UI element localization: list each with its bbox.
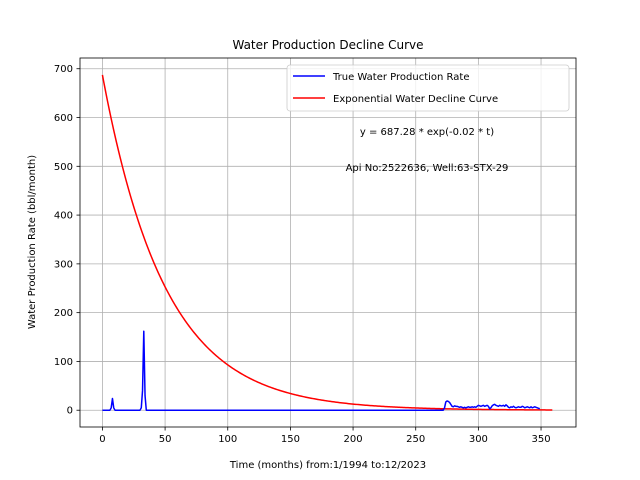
- x-tick-label: 50: [159, 434, 172, 445]
- x-tick-label: 250: [406, 434, 425, 445]
- legend-box: [286, 64, 570, 112]
- y-tick-label: 100: [54, 357, 73, 368]
- well-annotation: Api No:2522636, Well:63-STX-29: [346, 163, 509, 174]
- series-layer: [101, 74, 553, 411]
- legend: True Water Production Rate Exponential W…: [286, 64, 570, 112]
- y-tick-label: 400: [54, 211, 73, 222]
- x-axis-ticks: 0 50 100 150 200 250 300 350: [99, 427, 551, 445]
- y-tick-label: 700: [54, 64, 73, 75]
- x-tick-label: 0: [99, 434, 105, 445]
- x-axis-label: Time (months) from:1/1994 to:12/2023: [229, 460, 426, 471]
- legend-label-true-water: True Water Production Rate: [332, 72, 469, 83]
- legend-label-exponential-decline: Exponential Water Decline Curve: [333, 94, 498, 105]
- y-tick-label: 500: [54, 162, 73, 173]
- series-line-true-water: [102, 330, 541, 411]
- y-tick-label: 0: [67, 406, 73, 417]
- y-axis-label: Water Production Rate (bbl/month): [27, 155, 38, 329]
- x-tick-label: 350: [531, 434, 550, 445]
- plot-frame: [79, 57, 577, 428]
- y-axis-ticks: 0 100 200 300 400 500 600 700: [54, 64, 80, 417]
- x-tick-label: 300: [469, 434, 488, 445]
- x-tick-label: 200: [344, 434, 363, 445]
- y-tick-label: 200: [54, 308, 73, 319]
- equation-annotation: y = 687.28 * exp(-0.02 * t): [360, 127, 494, 138]
- series-line-exponential-decline: [101, 74, 553, 411]
- x-tick-label: 150: [281, 434, 300, 445]
- chart-title: Water Production Decline Curve: [232, 38, 423, 52]
- y-tick-label: 600: [54, 113, 73, 124]
- x-tick-label: 100: [218, 434, 237, 445]
- y-tick-label: 300: [54, 259, 73, 270]
